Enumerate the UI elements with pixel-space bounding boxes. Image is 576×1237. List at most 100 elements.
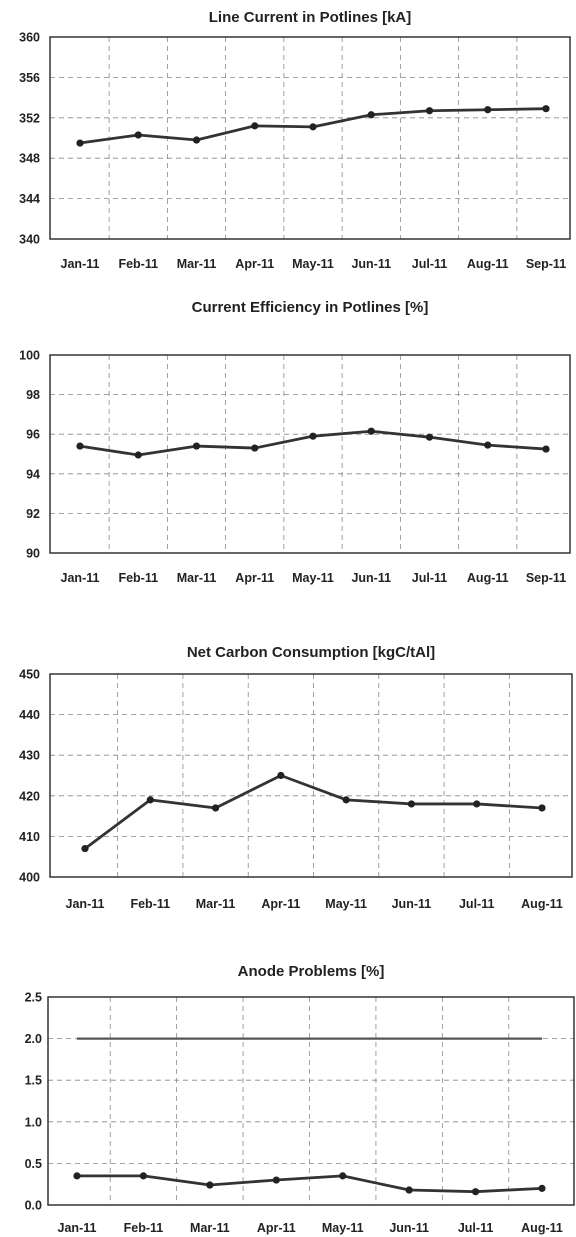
x-tick-label: Jun-11: [351, 571, 391, 585]
y-tick-label: 92: [26, 507, 40, 521]
y-tick-label: 90: [26, 547, 40, 561]
data-point: [484, 441, 492, 449]
y-tick-label: 344: [19, 192, 40, 206]
x-tick-label: Sep-11: [526, 571, 566, 585]
y-tick-label: 360: [19, 31, 40, 45]
x-tick-label: Jan-11: [66, 897, 105, 911]
x-tick-label: Jan-11: [61, 571, 100, 585]
x-tick-label: Feb-11: [130, 897, 170, 911]
chart-2: Current Efficiency in Potlines [%] 90 92 94…: [19, 299, 571, 585]
data-point: [251, 122, 259, 130]
y-tick-label: 356: [19, 71, 40, 85]
data-point: [473, 800, 481, 808]
x-tick-label: Mar-11: [177, 571, 217, 585]
x-tick-label: Jun-11: [389, 1221, 429, 1235]
data-point: [76, 442, 84, 450]
data-point: [309, 123, 317, 131]
data-point: [309, 432, 317, 440]
x-tick-label: Apr-11: [235, 571, 274, 585]
x-tick-label: Jul-11: [412, 571, 447, 585]
x-tick-label: Feb-11: [118, 257, 158, 271]
chart-title: Net Carbon Consumption [kgC/tAl]: [187, 644, 435, 661]
x-tick-label: Aug-11: [467, 571, 509, 585]
data-point: [81, 844, 89, 853]
data-point: [192, 136, 201, 144]
x-tick-label: May-11: [292, 571, 334, 585]
y-tick-label: 340: [19, 233, 40, 247]
data-point: [134, 131, 142, 139]
x-tick-label: Aug-11: [521, 897, 563, 911]
x-tick-label: Jun-11: [392, 897, 432, 911]
x-tick-label: Jan-11: [61, 257, 100, 271]
y-tick-label: 1.0: [25, 1115, 42, 1129]
x-tick-label: Aug-11: [467, 257, 509, 271]
y-tick-label: 96: [26, 428, 40, 442]
data-point: [272, 1176, 280, 1184]
y-tick-label: 348: [19, 152, 40, 166]
x-tick-label: Sep-11: [526, 257, 566, 271]
x-tick-label: Jul-11: [459, 897, 494, 911]
data-point: [407, 800, 416, 808]
chart-title: Anode Problems [%]: [238, 963, 385, 980]
y-tick-label: 440: [19, 708, 40, 722]
data-point: [251, 444, 259, 452]
y-tick-label: 400: [19, 871, 40, 885]
data-point: [538, 1184, 546, 1192]
y-tick-label: 2.0: [25, 1032, 42, 1046]
plot-frame: [49, 673, 573, 878]
data-point: [425, 433, 434, 441]
chart-4: Anode Problems [%] 0.0 0.5 1.0 1.5 2.0 2.5 Jan-…: [25, 963, 575, 1235]
x-tick-label: Feb-11: [124, 1221, 164, 1235]
x-tick-label: Aug-11: [521, 1221, 563, 1235]
y-tick-label: 352: [19, 111, 40, 125]
data-point: [206, 1181, 214, 1189]
data-point: [405, 1186, 413, 1194]
data-point: [76, 139, 84, 147]
y-tick-label: 94: [26, 467, 40, 481]
data-point: [342, 796, 350, 804]
x-tick-label: Jul-11: [412, 257, 447, 271]
data-point: [542, 105, 550, 113]
series-line: [84, 774, 543, 850]
y-tick-label: 0.0: [25, 1199, 42, 1213]
y-tick-label: 98: [26, 388, 40, 402]
data-point: [73, 1172, 81, 1180]
x-tick-label: May-11: [292, 257, 334, 271]
x-tick-label: Feb-11: [118, 571, 158, 585]
x-tick-label: May-11: [322, 1221, 364, 1235]
plot-frame: [49, 36, 571, 240]
x-tick-label: Jun-11: [351, 257, 391, 271]
x-tick-label: Mar-11: [190, 1221, 230, 1235]
y-tick-label: 0.5: [25, 1157, 42, 1171]
x-tick-label: Jul-11: [458, 1221, 493, 1235]
data-point: [192, 442, 201, 450]
x-tick-label: Apr-11: [235, 257, 274, 271]
data-point: [538, 804, 546, 812]
data-point: [425, 107, 434, 115]
x-tick-label: May-11: [325, 897, 367, 911]
data-point: [139, 1172, 148, 1180]
data-point: [542, 445, 550, 453]
data-point: [277, 771, 285, 780]
chart-title: Line Current in Potlines [kA]: [209, 9, 412, 26]
y-tick-label: 430: [19, 749, 40, 763]
y-tick-label: 1.5: [25, 1074, 42, 1088]
y-tick-label: 420: [19, 789, 40, 803]
data-point: [471, 1188, 480, 1196]
x-tick-label: Apr-11: [257, 1221, 296, 1235]
y-tick-label: 410: [19, 830, 40, 844]
y-tick-label: 450: [19, 668, 40, 682]
plot-frame: [49, 354, 571, 554]
data-point: [146, 796, 154, 804]
data-point: [367, 111, 375, 119]
chart-title: Current Efficiency in Potlines [%]: [192, 299, 429, 316]
data-point: [484, 106, 492, 114]
series-line: [77, 1174, 543, 1194]
x-tick-label: Jan-11: [58, 1221, 97, 1235]
chart-3: Net Carbon Consumption [kgC/tAl] 400 410 42…: [19, 644, 573, 911]
x-tick-label: Apr-11: [261, 897, 300, 911]
y-tick-label: 2.5: [25, 991, 42, 1005]
x-tick-label: Mar-11: [196, 897, 236, 911]
data-point: [339, 1172, 347, 1180]
